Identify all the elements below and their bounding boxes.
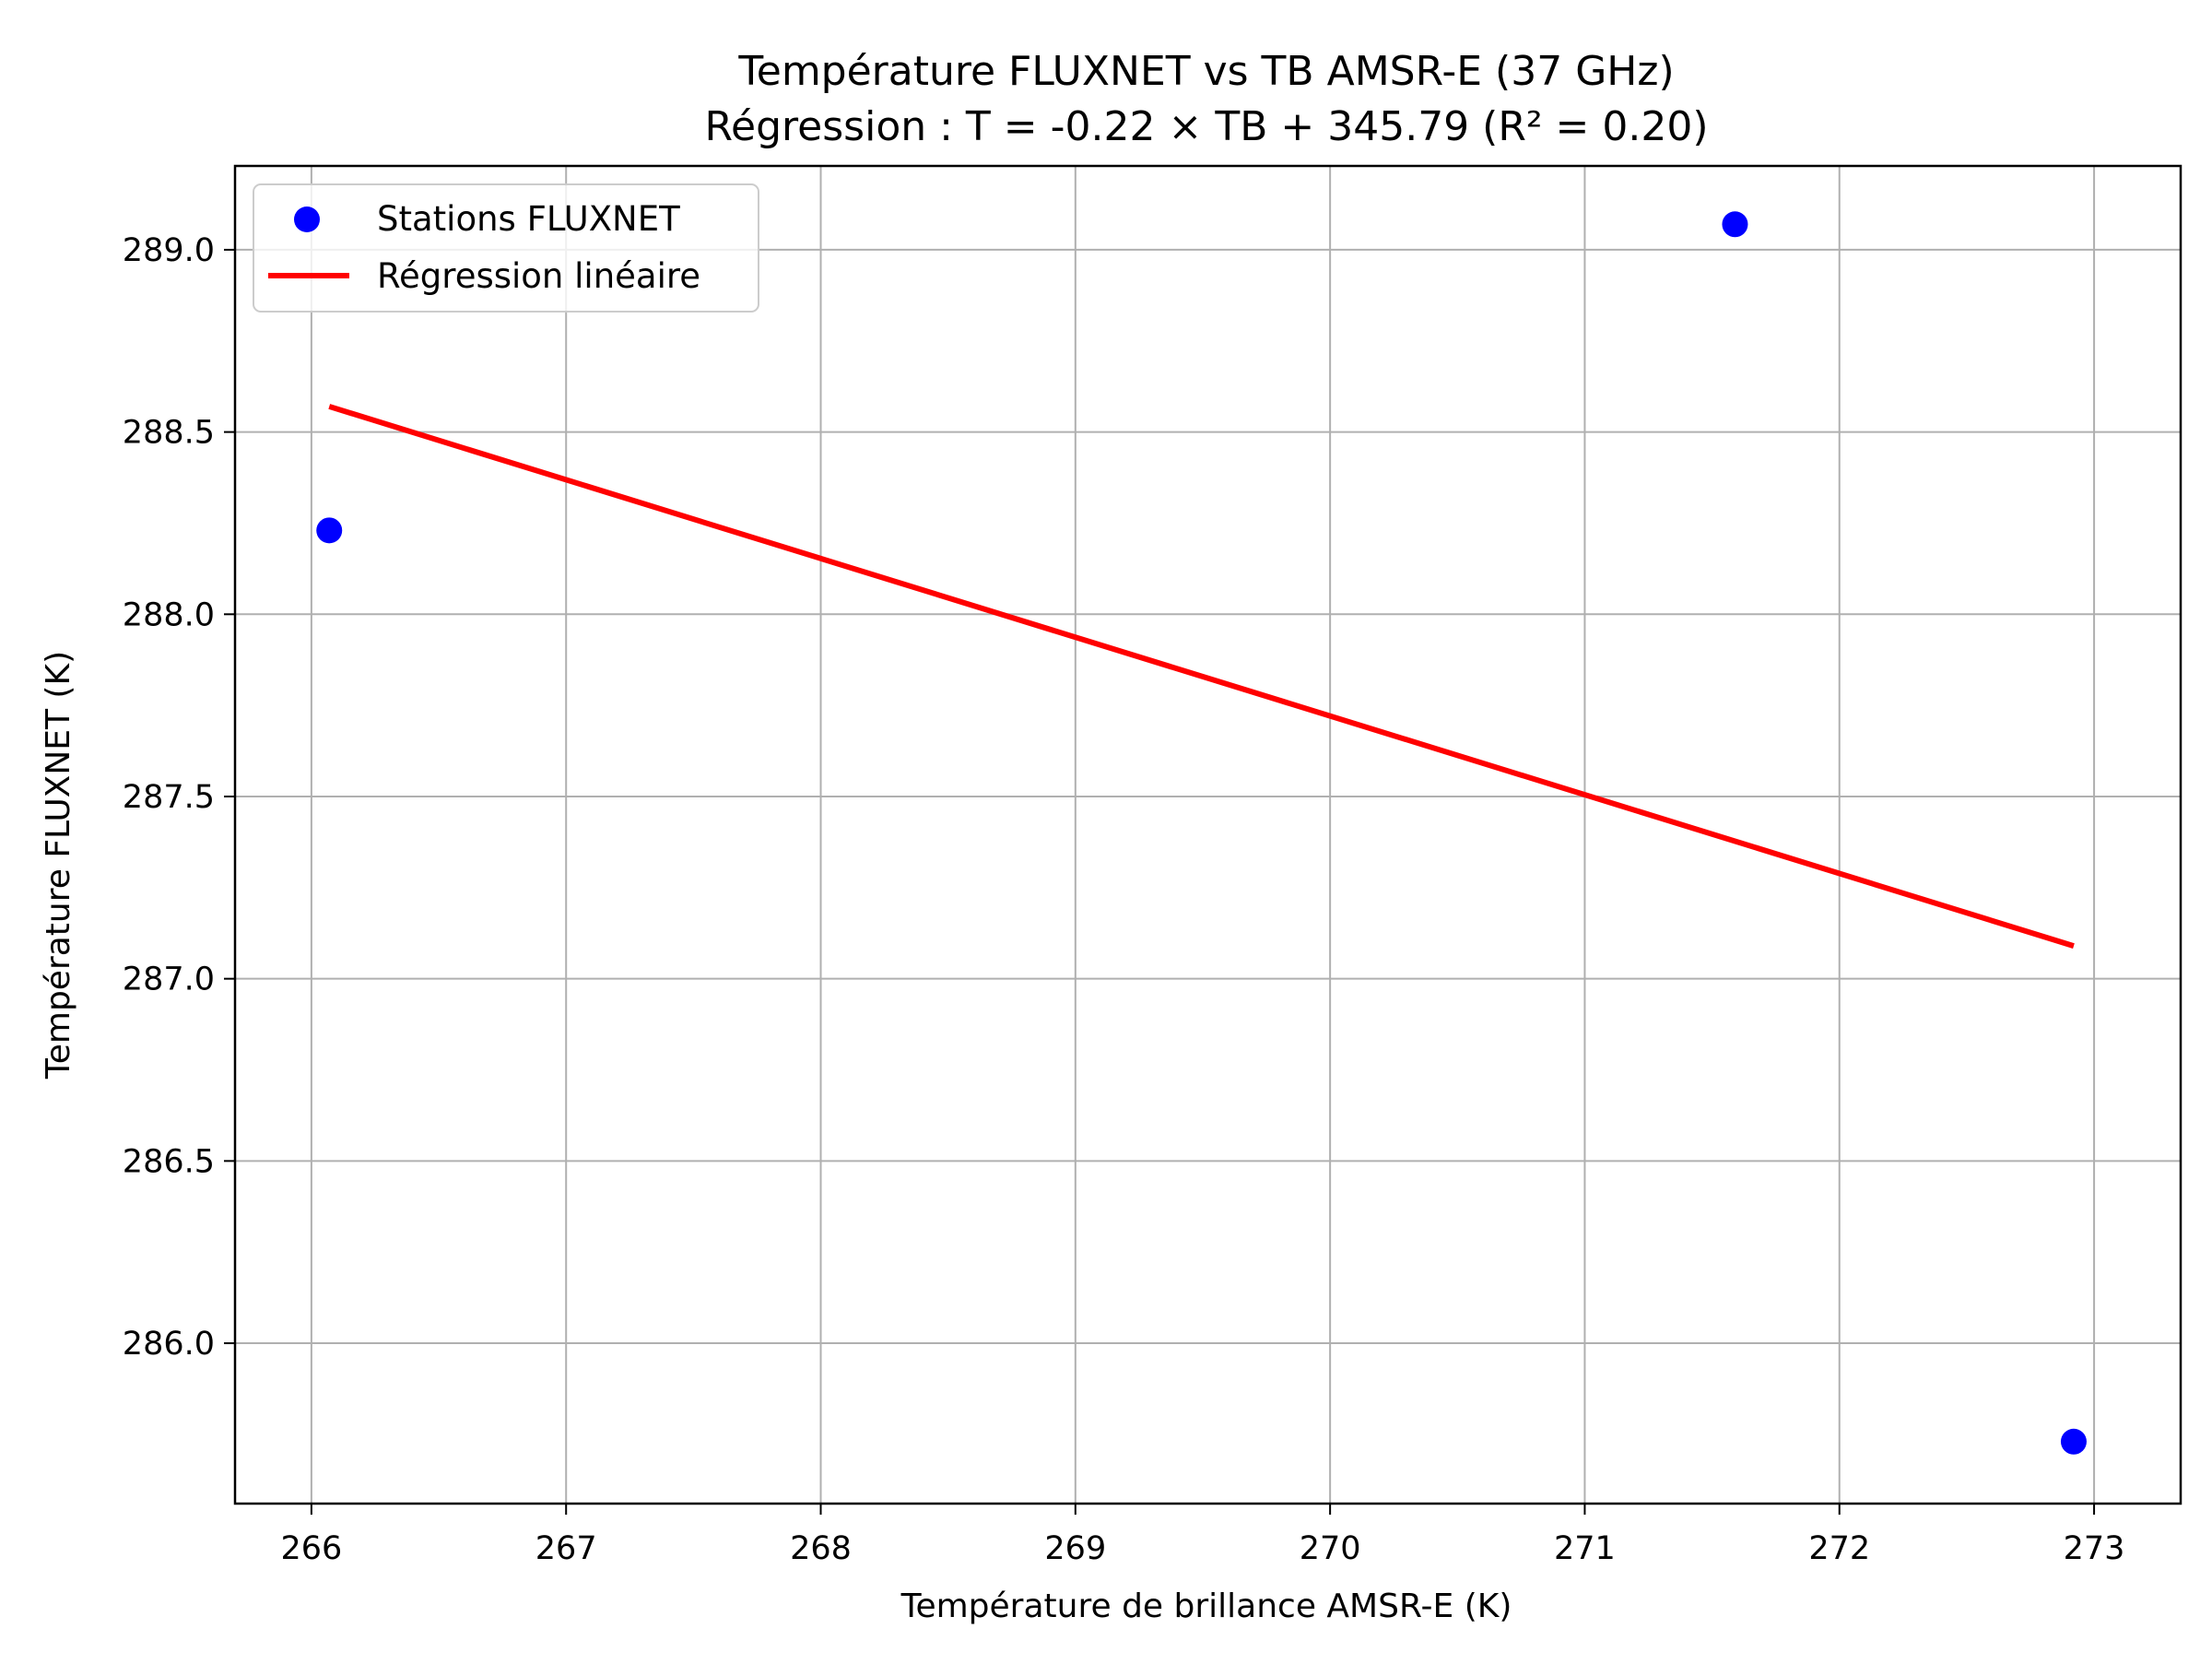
y-tick-label: 288.0: [123, 596, 215, 633]
x-tick-label: 272: [1808, 1530, 1870, 1567]
y-tick-label: 286.0: [123, 1326, 215, 1363]
x-tick-label: 271: [1554, 1530, 1616, 1567]
y-axis-label: Température FLUXNET (K): [40, 651, 77, 1080]
grid: [235, 166, 2181, 1504]
legend: Stations FLUXNET Régression linéaire: [253, 183, 759, 313]
x-tick-label: 268: [790, 1530, 852, 1567]
x-tick-label: 273: [2064, 1530, 2125, 1567]
axis-ticks: 266 267 268 269 270 271 272 273 286.0 286.5 287.0 2…: [123, 232, 2125, 1567]
data-point: [1722, 211, 1748, 238]
regression-line-layer: [328, 404, 2075, 949]
x-tick-label: 267: [535, 1530, 597, 1567]
x-tick-label: 270: [1300, 1530, 1361, 1567]
regression-line: [328, 404, 2075, 949]
x-tick-label: 266: [280, 1530, 342, 1567]
plot-area-frame: [233, 164, 2183, 1505]
chart-title: Température FLUXNET vs TB AMSR-E (37 GHz…: [737, 48, 1674, 95]
legend-label-line: Régression linéaire: [377, 256, 700, 296]
y-tick-label: 286.5: [123, 1143, 215, 1180]
scatter-points-layer: [316, 211, 2087, 1455]
data-point: [316, 517, 343, 544]
legend-label-scatter: Stations FLUXNET: [377, 199, 680, 239]
y-tick-label: 287.5: [123, 779, 215, 816]
x-tick-label: 269: [1044, 1530, 1106, 1567]
y-tick-label: 289.0: [123, 232, 215, 269]
legend-marker-scatter: [294, 207, 320, 232]
data-point: [2060, 1428, 2087, 1455]
x-axis-label: Température de brillance AMSR-E (K): [900, 1587, 1512, 1625]
y-tick-label: 288.5: [123, 415, 215, 452]
legend-box: [253, 183, 759, 313]
chart-subtitle: Régression : T = -0.22 × TB + 345.79 (R²…: [704, 103, 1708, 150]
y-tick-label: 287.0: [123, 962, 215, 998]
